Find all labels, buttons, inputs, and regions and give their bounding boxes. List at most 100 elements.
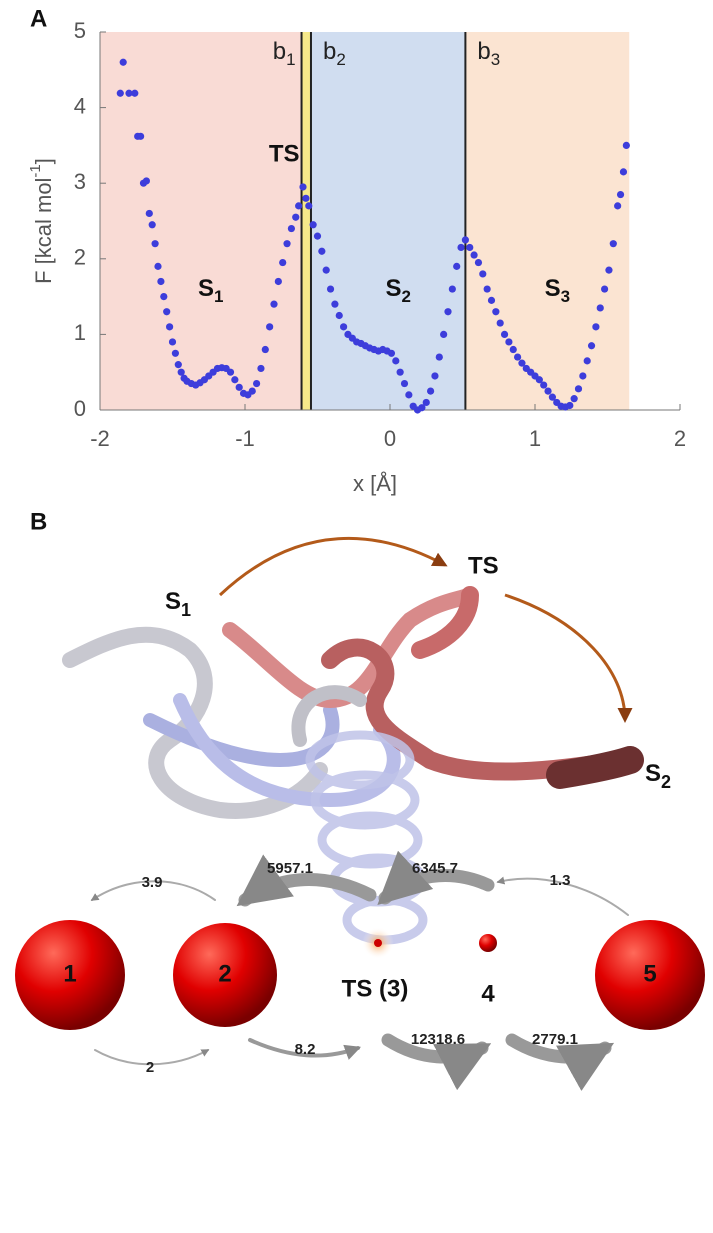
- point: [302, 194, 310, 202]
- region-label-main: S: [385, 275, 401, 302]
- point: [435, 353, 443, 361]
- point: [287, 224, 295, 233]
- point: [448, 285, 456, 293]
- point: [540, 381, 548, 389]
- y-axis-title-main: F [kcal mol: [31, 178, 56, 284]
- y-tick-label: 3: [74, 169, 86, 194]
- protein-structure: [62, 586, 644, 945]
- point: [431, 372, 439, 380]
- point: [619, 168, 628, 176]
- x-tick-label: 0: [384, 426, 396, 451]
- point: [518, 359, 526, 367]
- rate-label: 3.9: [142, 874, 163, 891]
- point: [405, 391, 413, 399]
- node: [595, 920, 705, 1030]
- y-tick-label: 5: [74, 18, 86, 43]
- region-label: S1: [198, 275, 223, 306]
- point: [587, 342, 596, 350]
- point: [400, 379, 409, 388]
- point: [326, 285, 335, 293]
- point: [483, 285, 491, 293]
- x-tick-label: 1: [529, 426, 541, 451]
- boundary-label: b1: [273, 38, 296, 69]
- rate-label: 12318.6: [411, 1031, 465, 1048]
- point: [496, 319, 504, 327]
- region-label: S2: [385, 275, 410, 306]
- point: [614, 202, 622, 210]
- point: [474, 258, 483, 267]
- point: [154, 262, 162, 270]
- point: [119, 58, 127, 66]
- point: [226, 368, 235, 376]
- point: [322, 266, 330, 274]
- point: [427, 387, 435, 395]
- region-label: S3: [545, 275, 570, 306]
- point: [283, 240, 291, 248]
- region: [301, 32, 311, 410]
- node: [173, 923, 277, 1027]
- y-axis-title-sup: -1: [27, 164, 44, 177]
- point: [505, 338, 513, 346]
- point: [166, 323, 174, 331]
- point: [266, 323, 274, 331]
- x-tick-label: 2: [674, 426, 686, 451]
- point: [509, 345, 517, 354]
- state-label: TS: [468, 552, 499, 579]
- point: [331, 300, 339, 308]
- arrow: [504, 593, 633, 723]
- point: [566, 401, 574, 410]
- point: [340, 323, 348, 331]
- point: [422, 398, 430, 407]
- point: [116, 89, 124, 97]
- region-label-sub: 3: [561, 287, 570, 306]
- point: [579, 372, 587, 380]
- point: [299, 183, 307, 191]
- region: [100, 32, 302, 410]
- point: [125, 89, 133, 97]
- region: [310, 32, 466, 410]
- panel-label: A: [30, 5, 47, 32]
- point: [461, 236, 469, 244]
- point: [248, 387, 256, 395]
- point: [142, 177, 150, 185]
- point: [168, 338, 177, 346]
- node: [15, 920, 125, 1030]
- point: [609, 240, 617, 248]
- point: [570, 395, 578, 403]
- point: [444, 308, 452, 316]
- rate-label: 5957.1: [267, 860, 313, 877]
- point: [335, 311, 343, 320]
- point: [548, 393, 557, 401]
- point: [270, 300, 278, 308]
- node-label: TS (3): [342, 975, 409, 1002]
- point: [131, 89, 139, 97]
- point: [261, 345, 269, 354]
- point: [151, 240, 159, 248]
- x-tick-label: -2: [90, 426, 110, 451]
- rate-label: 8.2: [295, 1041, 316, 1058]
- boundary-label-sub: 3: [491, 50, 500, 69]
- point: [231, 376, 239, 384]
- network: [90, 850, 629, 1091]
- rate-label: 6345.7: [412, 860, 458, 877]
- node-label: 4: [481, 980, 495, 1007]
- point: [457, 243, 465, 252]
- point: [479, 270, 487, 278]
- point: [574, 385, 583, 393]
- point: [177, 368, 185, 376]
- point: [163, 308, 171, 316]
- boundary-label: b2: [323, 38, 346, 69]
- state-label: S2: [645, 760, 671, 791]
- boundary-label: b3: [477, 38, 500, 69]
- point: [466, 243, 474, 252]
- point: [274, 277, 282, 286]
- boundary-label-sub: 2: [336, 50, 345, 69]
- point: [387, 349, 396, 357]
- boundary-label-sub: 1: [286, 50, 295, 69]
- y-axis-title: F [kcal mol-1]: [27, 158, 56, 284]
- point: [418, 404, 426, 412]
- node-label: 5: [643, 960, 656, 987]
- point: [596, 304, 604, 312]
- rate-label: 1.3: [550, 872, 571, 889]
